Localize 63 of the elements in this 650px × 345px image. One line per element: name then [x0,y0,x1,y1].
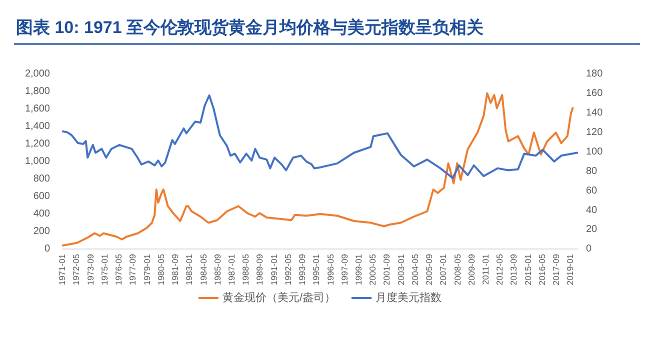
y2-tick-label: 180 [586,68,604,80]
x-tick-label: 1989-09 [254,254,265,286]
y2-tick-label: 20 [586,224,598,236]
y2-tick-label: 100 [586,146,604,158]
x-tick-label: 1983-01 [184,254,194,286]
x-tick-label: 2015-01 [522,254,533,286]
y-tick-label: 1,400 [24,121,50,132]
x-tick-label: 1973-09 [85,254,96,286]
x-tick-label: 1988-05 [240,254,251,286]
x-tick-label: 1972-05 [71,254,82,286]
line-series [62,92,574,246]
y2-tick-label: 140 [586,108,604,119]
x-tick-label: 2017-09 [551,254,562,286]
x-tick-label: 1999-01 [354,254,364,286]
x-tick-label: 1975-01 [99,254,110,286]
y-tick-label: 800 [33,174,50,185]
y2-tick-label: 160 [586,88,604,100]
x-tick-label: 1997-09 [339,254,350,286]
y2-tick-label: 80 [586,166,598,177]
y-tick-label: 1,600 [24,104,50,115]
line-series [62,94,578,180]
y2-tick-label: 60 [586,185,598,196]
x-tick-label: 1971-01 [57,254,68,286]
y-tick-label: 400 [33,208,50,220]
x-tick-label: 1981-09 [170,254,180,286]
y-tick-label: 1,200 [24,138,50,150]
x-tick-label: 1984-05 [198,254,208,286]
x-tick-label: 2004-05 [410,254,420,286]
x-tick-label: 1979-01 [142,254,152,286]
x-tick-label: 1993-09 [297,254,308,286]
y2-tick-label: 0 [586,244,592,255]
legend-label: 月度美元指数 [376,290,442,304]
x-tick-label: 1985-09 [212,254,222,286]
x-tick-label: 2009-09 [466,254,476,286]
x-tick-label: 2000-05 [368,254,378,286]
y-tick-label: 1,000 [24,156,50,168]
x-tick-label: 2003-01 [396,254,406,286]
y-tick-label: 0 [44,244,50,255]
x-tick-label: 1996-05 [325,254,336,286]
x-tick-label: 1980-05 [156,254,166,286]
y-tick-label: 600 [33,191,50,202]
x-tick-label: 2001-09 [382,254,392,286]
y-tick-label: 200 [33,226,50,238]
x-tick-label: 2008-05 [452,254,462,286]
x-tick-label: 1992-05 [282,254,293,286]
x-tick-label: 1976-05 [114,254,124,286]
y-tick-label: 2,000 [24,68,50,80]
x-tick-label: 2007-01 [438,254,448,286]
chart-title: 图表 10: 1971 至今伦敦现货黄金月均价格与美元指数呈负相关 [16,18,484,37]
x-tick-label: 1991-01 [268,254,279,286]
x-tick-label: 2019-01 [565,254,576,286]
x-tick-label: 1977-09 [128,254,138,286]
y2-tick-label: 40 [586,204,598,216]
x-tick-label: 2013-09 [508,254,519,286]
x-tick-label: 2011-01 [480,254,491,285]
x-tick-label: 2005-09 [424,254,434,286]
y-tick-label: 1,800 [24,86,50,98]
x-tick-label: 1987-01 [226,254,236,286]
y2-tick-label: 120 [586,126,604,138]
x-tick-label: 2012-05 [494,254,505,286]
x-tick-label: 2016-05 [536,254,547,286]
legend-label: 黄金现价（美元/盎司） [222,290,336,304]
x-tick-label: 1995-01 [311,254,322,286]
